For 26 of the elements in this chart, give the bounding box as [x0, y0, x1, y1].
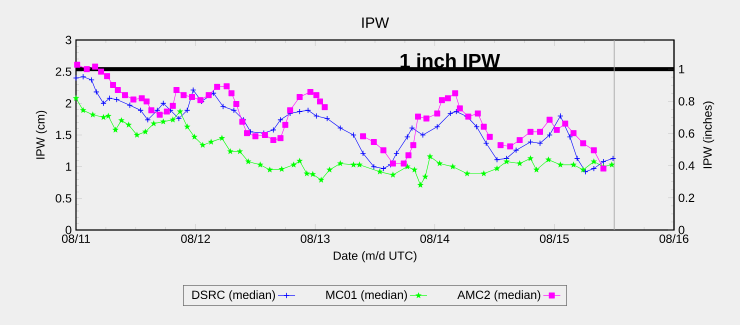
- y2-tick-label: 0.4: [678, 161, 694, 170]
- y2-tick-label: 0.2: [678, 194, 694, 202]
- y-tick-label: 2.5: [56, 67, 72, 76]
- x-tick-label: 08/15: [540, 234, 569, 243]
- legend-label: DSRC (median): [192, 290, 275, 302]
- chart-title: IPW: [362, 18, 390, 28]
- y2-tick-label: 1: [679, 65, 684, 74]
- x-tick-label: 08/16: [660, 234, 688, 243]
- x-tick-label: 08/14: [420, 234, 450, 243]
- x-tick-label: 08/13: [300, 234, 330, 243]
- y-tick-label: 1.5: [56, 130, 72, 140]
- y-tick-label: 2: [66, 99, 72, 108]
- y2-tick-label: 0.6: [678, 129, 694, 138]
- x-tick-label: 08/12: [181, 234, 210, 243]
- y2-tick-label: 0.8: [678, 97, 694, 106]
- legend-label: MC01 (median): [326, 290, 407, 302]
- x-tick-label: 08/11: [62, 234, 90, 243]
- legend-label: AMC2 (median): [457, 290, 540, 302]
- y-axis-title: IPW (cm): [36, 110, 48, 159]
- y2-axis-title: IPW (inches): [702, 102, 714, 168]
- y-tick-label: 0: [66, 226, 72, 234]
- x-axis-title: Date (m/d UTC): [334, 251, 416, 262]
- y2-tick-label: 0: [678, 226, 684, 234]
- y-tick-label: 0.5: [56, 194, 72, 203]
- y-tick-label: 3: [66, 36, 72, 44]
- y-tick-label: 1: [66, 162, 72, 171]
